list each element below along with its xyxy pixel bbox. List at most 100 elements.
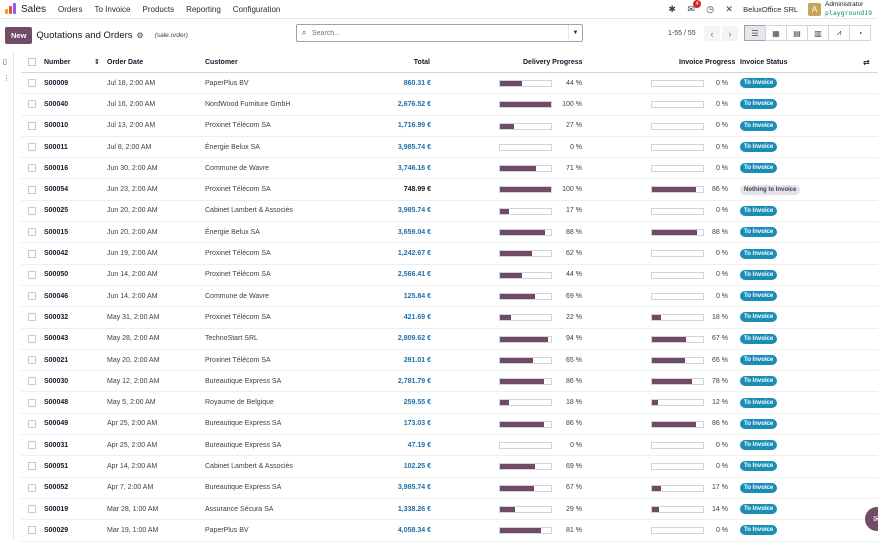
- order-date: Jun 30, 2:00 AM: [107, 164, 158, 172]
- table-row[interactable]: S00019 Mar 28, 1:00 AM Assurance Sécura SA…: [21, 499, 878, 521]
- row-checkbox[interactable]: [28, 435, 36, 455]
- column-delivery-progress[interactable]: Delivery Progress: [523, 58, 583, 66]
- menu-configuration[interactable]: Configuration: [232, 4, 281, 14]
- pivot-view-icon[interactable]: ▥: [807, 25, 829, 41]
- sort-icon[interactable]: ⇕: [94, 59, 100, 66]
- row-checkbox[interactable]: [28, 94, 36, 114]
- table-row[interactable]: S00054 Jun 23, 2:00 AM Proxinet Télécom SA…: [21, 179, 878, 201]
- row-checkbox[interactable]: [28, 179, 36, 199]
- order-date: Jul 8, 2:00 AM: [107, 143, 152, 151]
- delivery-progress-value: 17 %: [566, 207, 582, 215]
- sales-app-icon[interactable]: [4, 3, 16, 15]
- delivery-progress-fill: [500, 336, 548, 342]
- row-checkbox[interactable]: [28, 350, 36, 370]
- table-row[interactable]: S00015 Jun 20, 2:00 AM Énergie Belux SA 3,6…: [21, 222, 878, 244]
- column-invoice-progress[interactable]: Invoice Progress: [679, 58, 736, 66]
- table-row[interactable]: S00051 Apr 14, 2:00 AM Cabinet Lambert & A…: [21, 456, 878, 478]
- row-checkbox[interactable]: [28, 116, 36, 136]
- delivery-progress-value: 44 %: [566, 79, 582, 87]
- activity-view-icon[interactable]: ◔: [849, 25, 871, 41]
- table-row[interactable]: S00029 Mar 19, 1:00 AM PaperPlus BV 4,058.3…: [21, 520, 878, 542]
- row-checkbox[interactable]: [28, 158, 36, 178]
- order-date: May 12, 2:00 AM: [107, 377, 160, 385]
- avatar[interactable]: A: [808, 2, 822, 16]
- company-switcher[interactable]: BeluxOffice SRL: [743, 4, 799, 14]
- row-checkbox[interactable]: [28, 371, 36, 391]
- row-checkbox[interactable]: [28, 201, 36, 221]
- tools-icon[interactable]: ✕: [725, 3, 733, 14]
- row-checkbox[interactable]: [28, 137, 36, 157]
- menu-orders[interactable]: Orders: [58, 4, 83, 14]
- column-invoice-status[interactable]: Invoice Status: [740, 58, 788, 66]
- row-checkbox[interactable]: [28, 329, 36, 349]
- invoice-progress-value: 86 %: [712, 420, 728, 428]
- row-checkbox[interactable]: [28, 286, 36, 306]
- menu-products[interactable]: Products: [142, 4, 175, 14]
- table-row[interactable]: S00046 Jun 14, 2:00 AM Commune de Wavre 125…: [21, 286, 878, 308]
- menu-reporting[interactable]: Reporting: [186, 4, 221, 14]
- order-number: S00043: [44, 335, 69, 343]
- row-checkbox[interactable]: [28, 222, 36, 242]
- user-menu[interactable]: Administrator playground19: [825, 1, 872, 17]
- row-checkbox[interactable]: [28, 265, 36, 285]
- order-total: 421.69 €: [403, 313, 431, 321]
- table-row[interactable]: S00032 May 31, 2:00 AM Proxinet Télécom SA…: [21, 307, 878, 329]
- table-row[interactable]: S00009 Jul 18, 2:00 AM PaperPlus BV 860.31 …: [21, 73, 878, 95]
- table-row[interactable]: S00050 Jun 14, 2:00 AM Proxinet Télécom SA…: [21, 265, 878, 286]
- table-row[interactable]: S00042 Jun 19, 2:00 AM Proxinet Télécom SA…: [21, 243, 878, 265]
- pager-next-button[interactable]: ›: [722, 26, 738, 41]
- column-number[interactable]: Number: [44, 58, 71, 66]
- column-total[interactable]: Total: [413, 58, 430, 66]
- chat-bubble-icon[interactable]: ✉: [865, 507, 878, 531]
- column-customer[interactable]: Customer: [205, 58, 238, 66]
- graph-view-icon[interactable]: ⩘: [828, 25, 850, 41]
- chevron-down-icon[interactable]: ▼: [568, 25, 582, 41]
- search-bar[interactable]: ⌕ ▼: [296, 24, 583, 42]
- table-row[interactable]: S00011 Jul 8, 2:00 AM Énergie Belux SA 3,98…: [21, 137, 878, 159]
- pager-value[interactable]: 1-55 / 55: [668, 30, 696, 37]
- pager-previous-button[interactable]: ‹: [704, 26, 720, 41]
- row-checkbox[interactable]: [28, 414, 36, 434]
- row-checkbox[interactable]: [28, 243, 36, 263]
- table-row[interactable]: S00040 Jul 16, 2:00 AM NordWood Furniture …: [21, 94, 878, 116]
- table-row[interactable]: S00052 Apr 7, 2:00 AM Bureautique Express …: [21, 478, 878, 499]
- row-checkbox[interactable]: [28, 478, 36, 498]
- app-name[interactable]: Sales: [21, 3, 47, 15]
- order-number: S00015: [44, 228, 69, 236]
- invoice-progress-value: 78 %: [712, 377, 728, 385]
- row-checkbox[interactable]: [28, 392, 36, 412]
- gear-icon[interactable]: ⚙: [136, 30, 144, 40]
- bug-icon[interactable]: ✱: [668, 3, 676, 14]
- chat-icon[interactable]: ✉ 4: [686, 0, 702, 14]
- table-row[interactable]: S00031 Apr 25, 2:00 AM Bureautique Express…: [21, 435, 878, 457]
- calendar-view-icon[interactable]: ▤: [786, 25, 808, 41]
- menu-to-invoice[interactable]: To Invoice: [94, 4, 131, 14]
- table-row[interactable]: S00025 Jun 20, 2:00 AM Cabinet Lambert & A…: [21, 201, 878, 223]
- row-checkbox[interactable]: [28, 307, 36, 327]
- column-order-date[interactable]: Order Date: [107, 58, 144, 66]
- customer-name: TechnoStart SRL: [205, 335, 258, 343]
- row-checkbox[interactable]: [28, 73, 36, 93]
- sidebar-toggle-icon[interactable]: ▯: [3, 59, 7, 66]
- table-row[interactable]: S00048 May 5, 2:00 AM Royaume de Belgique 2…: [21, 392, 878, 414]
- row-checkbox[interactable]: [28, 520, 36, 540]
- search-input[interactable]: [312, 29, 552, 37]
- row-checkbox[interactable]: [28, 499, 36, 519]
- table-row[interactable]: S00049 Apr 25, 2:00 AM Bureautique Express…: [21, 414, 878, 436]
- table-row[interactable]: S00030 May 12, 2:00 AM Bureautique Express…: [21, 371, 878, 393]
- order-date: Apr 25, 2:00 AM: [107, 441, 158, 449]
- kanban-view-icon[interactable]: ▦: [765, 25, 787, 41]
- filter-panel-icon[interactable]: ⋮: [3, 75, 10, 82]
- table-row[interactable]: S00021 May 20, 2:00 AM Proxinet Télécom SA…: [21, 350, 878, 372]
- optional-columns-icon[interactable]: ⇄: [863, 57, 870, 67]
- list-view-icon[interactable]: ☰: [744, 25, 766, 41]
- select-all-checkbox[interactable]: [28, 52, 36, 72]
- clock-icon[interactable]: ◷: [706, 3, 715, 14]
- table-row[interactable]: S00016 Jun 30, 2:00 AM Commune de Wavre 3,7…: [21, 158, 878, 180]
- new-button[interactable]: New: [5, 26, 33, 44]
- delivery-progress-bar: [499, 356, 552, 364]
- table-row[interactable]: S00043 May 28, 2:00 AM TechnoStart SRL 2,80…: [21, 329, 878, 350]
- invoice-progress-value: 65 %: [712, 356, 728, 364]
- table-row[interactable]: S00010 Jul 13, 2:00 AM Proxinet Télécom SA…: [21, 116, 878, 137]
- row-checkbox[interactable]: [28, 456, 36, 476]
